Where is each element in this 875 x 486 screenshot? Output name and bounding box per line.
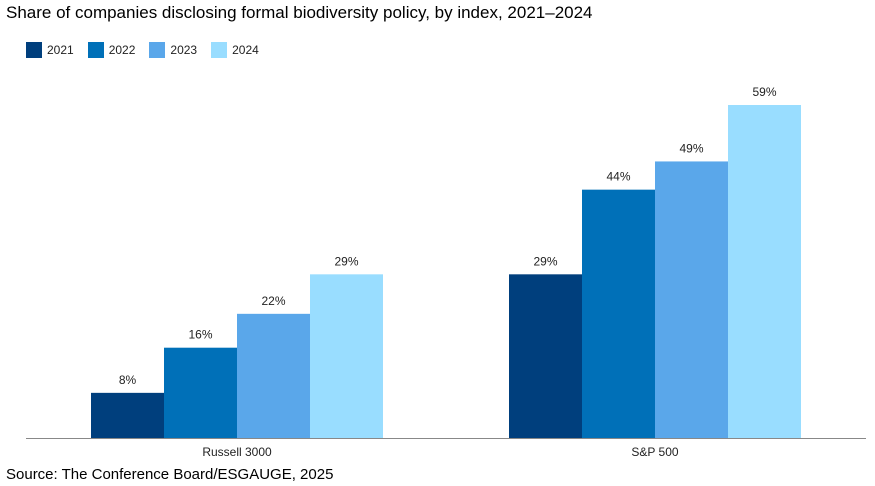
data-label-russell-3000-2022: 16% — [188, 328, 212, 342]
legend-item-2024: 2024 — [211, 42, 259, 58]
bar-russell-3000-2023 — [237, 313, 310, 438]
bar-s-p-500-2023 — [655, 161, 728, 438]
legend-item-2022: 2022 — [87, 42, 136, 58]
legend-swatch-2024 — [211, 42, 228, 58]
legend-label-2024: 2024 — [232, 43, 259, 57]
data-label-s-p-500-2023: 49% — [679, 141, 703, 155]
legend-item-2021: 2021 — [26, 42, 74, 58]
data-label-russell-3000-2021: 8% — [119, 373, 137, 387]
category-label-s-p-500: S&P 500 — [631, 445, 678, 459]
bar-s-p-500-2024 — [728, 105, 801, 438]
bar-russell-3000-2021 — [91, 392, 164, 438]
category-label-russell-3000: Russell 3000 — [202, 445, 272, 459]
legend-label-2021: 2021 — [47, 43, 74, 57]
legend-swatch-2022 — [87, 42, 104, 58]
bar-russell-3000-2024 — [310, 274, 383, 438]
data-label-s-p-500-2021: 29% — [533, 254, 557, 268]
bar-s-p-500-2021 — [509, 274, 582, 438]
bar-russell-3000-2022 — [164, 347, 237, 438]
bar-s-p-500-2022 — [582, 189, 655, 438]
data-label-s-p-500-2022: 44% — [606, 170, 630, 184]
legend-swatch-2023 — [149, 42, 166, 58]
chart-source: Source: The Conference Board/ESGAUGE, 20… — [6, 466, 334, 483]
chart-legend: 2021 2022 2023 2024 — [26, 42, 259, 58]
legend-swatch-2021 — [26, 42, 42, 58]
data-label-russell-3000-2024: 29% — [334, 254, 358, 268]
legend-label-2023: 2023 — [170, 43, 198, 57]
data-label-russell-3000-2023: 22% — [261, 294, 285, 308]
legend-item-2023: 2023 — [149, 42, 197, 58]
data-label-s-p-500-2024: 59% — [752, 85, 776, 99]
chart-title: Share of companies disclosing formal bio… — [6, 3, 593, 22]
legend-label-2022: 2022 — [108, 43, 136, 57]
